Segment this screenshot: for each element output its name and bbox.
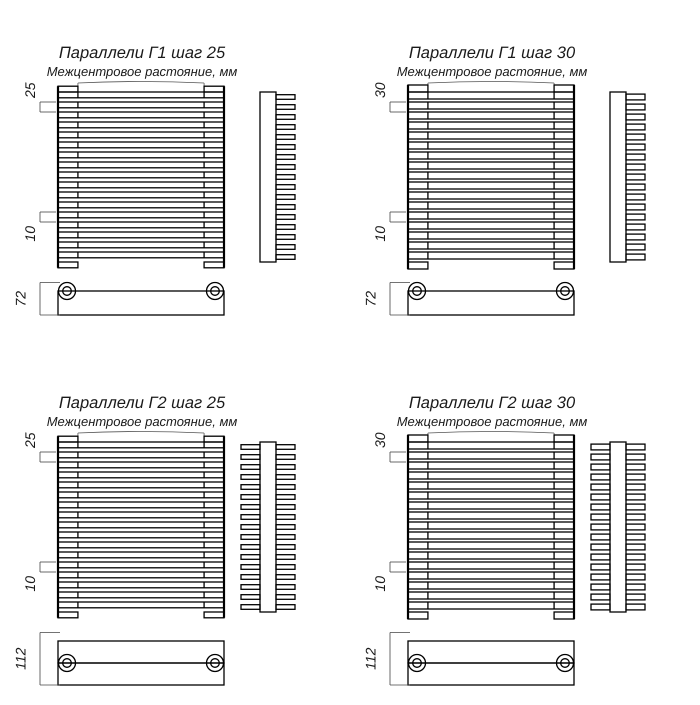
svg-text:Межцентровое растояние, мм: Межцентровое растояние, мм <box>397 64 588 79</box>
svg-text:72: 72 <box>13 291 29 307</box>
svg-text:30: 30 <box>372 82 388 98</box>
svg-text:10: 10 <box>22 226 38 242</box>
svg-text:Параллели Г1 шаг 25: Параллели Г1 шаг 25 <box>59 44 226 62</box>
svg-text:10: 10 <box>372 226 388 242</box>
svg-text:Параллели Г1 шаг 30: Параллели Г1 шаг 30 <box>409 44 576 62</box>
svg-text:10: 10 <box>22 576 38 592</box>
svg-text:Межцентровое растояние, мм: Межцентровое растояние, мм <box>47 414 238 429</box>
svg-text:112: 112 <box>363 647 379 670</box>
svg-text:72: 72 <box>363 291 379 307</box>
svg-text:10: 10 <box>372 576 388 592</box>
svg-text:112: 112 <box>13 647 29 670</box>
svg-text:25: 25 <box>22 432 38 449</box>
svg-text:25: 25 <box>22 82 38 99</box>
svg-text:30: 30 <box>372 432 388 448</box>
svg-text:Параллели Г2 шаг 30: Параллели Г2 шаг 30 <box>409 394 576 412</box>
svg-text:Межцентровое растояние, мм: Межцентровое растояние, мм <box>397 414 588 429</box>
svg-text:Межцентровое растояние, мм: Межцентровое растояние, мм <box>47 64 238 79</box>
svg-text:Параллели Г2 шаг 25: Параллели Г2 шаг 25 <box>59 394 226 412</box>
